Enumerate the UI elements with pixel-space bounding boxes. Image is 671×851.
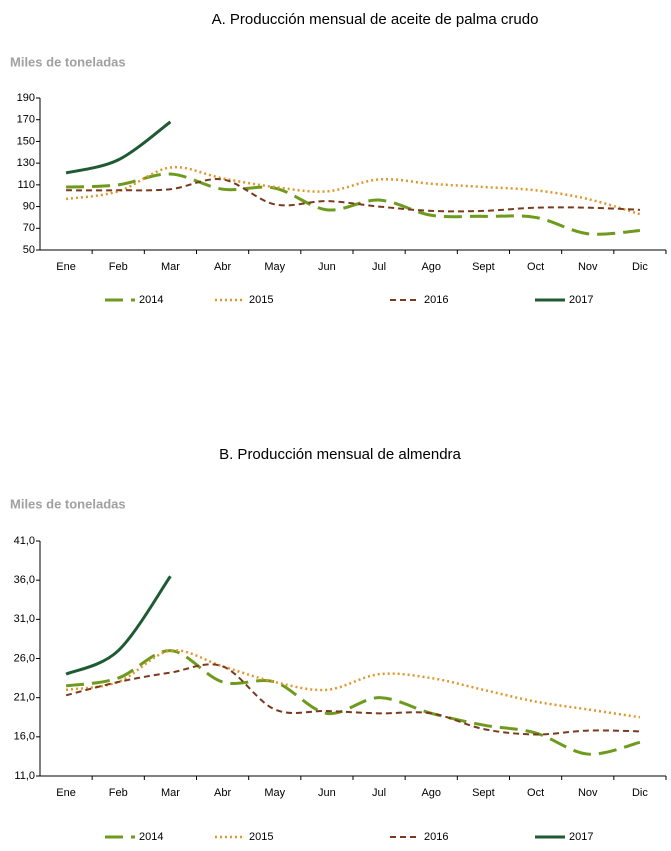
y-tick-label: 31,0 (14, 613, 35, 625)
y-tick-label: 16,0 (14, 731, 35, 743)
y-axis-label: Miles de toneladas (10, 54, 126, 69)
line (66, 172, 641, 236)
y-tick-label: 130 (17, 157, 35, 169)
x-tick-label: Ago (421, 787, 441, 799)
x-tick-label: Nov (578, 261, 598, 273)
x-tick-label: Abr (214, 787, 231, 799)
x-tick-label: May (264, 787, 285, 799)
y-axis-label: Miles de toneladas (10, 496, 126, 511)
legend-label: 2015 (249, 831, 273, 843)
y-tick-label: 70 (23, 222, 35, 234)
x-tick-label: Feb (109, 787, 128, 799)
x-tick-label: Abr (214, 261, 231, 273)
y-tick-label: 26,0 (14, 652, 35, 664)
y-tick-label: 90 (23, 200, 35, 212)
legend-label: 2017 (569, 294, 593, 306)
legend-label: 2014 (139, 294, 163, 306)
legend-label: 2014 (139, 831, 163, 843)
y-tick-label: 50 (23, 244, 35, 256)
line (66, 178, 640, 213)
line (65, 649, 641, 756)
chart-title: A. Producción mensual de aceite de palma… (212, 11, 539, 28)
x-tick-label: Ene (56, 261, 76, 273)
y-tick-label: 150 (17, 135, 35, 147)
legend-label: 2016 (424, 831, 448, 843)
x-tick-label: Oct (527, 261, 544, 273)
legend-label: 2017 (569, 831, 593, 843)
y-tick-label: 36,0 (14, 574, 35, 586)
y-tick-label: 170 (17, 114, 35, 126)
x-tick-label: Oct (527, 787, 544, 799)
line (65, 575, 172, 676)
x-tick-label: Sept (472, 787, 495, 799)
x-tick-label: Ene (56, 787, 76, 799)
x-tick-label: Dic (632, 787, 648, 799)
x-tick-label: May (264, 261, 285, 273)
x-tick-label: Sept (472, 261, 495, 273)
line (65, 120, 172, 175)
line (65, 165, 641, 216)
x-tick-label: Jun (318, 261, 336, 273)
y-tick-label: 190 (17, 92, 35, 104)
x-tick-label: Mar (161, 787, 180, 799)
x-tick-label: Dic (632, 261, 648, 273)
line (65, 649, 641, 719)
x-tick-label: Ago (421, 261, 441, 273)
x-tick-label: Jul (372, 787, 386, 799)
y-tick-label: 41,0 (14, 535, 35, 547)
y-tick-label: 11,0 (14, 770, 35, 782)
legend-label: 2016 (424, 294, 448, 306)
legend-label: 2015 (249, 294, 273, 306)
x-tick-label: Feb (109, 261, 128, 273)
x-tick-label: Jun (318, 787, 336, 799)
x-tick-label: Nov (578, 787, 598, 799)
y-tick-label: 21,0 (14, 692, 35, 704)
x-tick-label: Mar (161, 261, 180, 273)
x-tick-label: Jul (372, 261, 386, 273)
y-tick-label: 110 (17, 179, 35, 191)
chart-title: B. Producción mensual de almendra (219, 446, 461, 463)
line (65, 663, 640, 736)
